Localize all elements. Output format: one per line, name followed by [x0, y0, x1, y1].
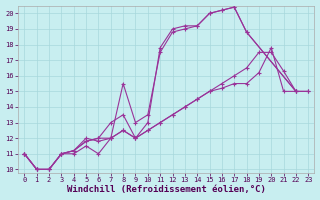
- X-axis label: Windchill (Refroidissement éolien,°C): Windchill (Refroidissement éolien,°C): [67, 185, 266, 194]
